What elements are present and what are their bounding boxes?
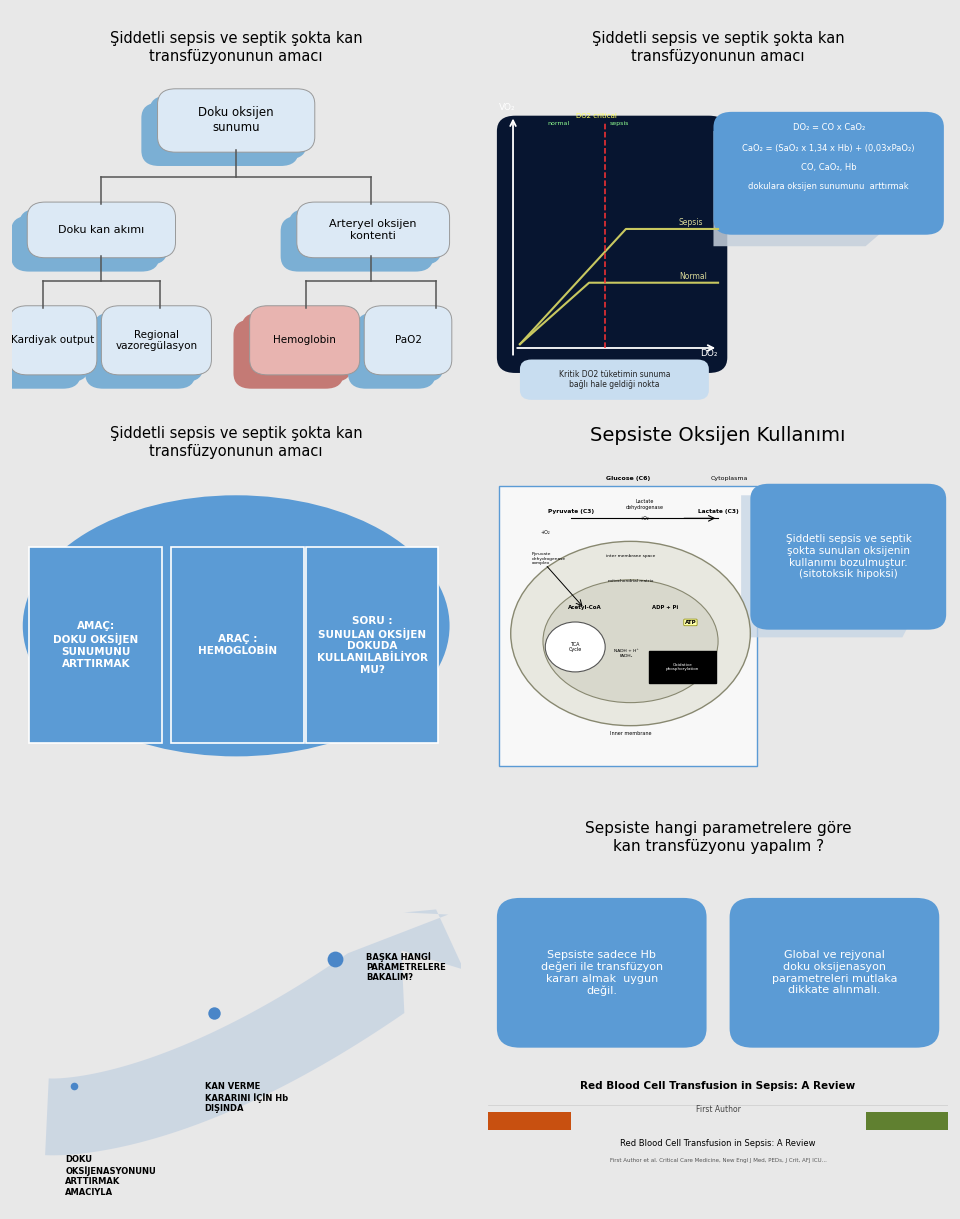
Text: SORU :
SUNULAN OKSİJEN
DOKUDA
KULLANILABİLİYOR
MU?: SORU : SUNULAN OKSİJEN DOKUDA KULLANILAB… xyxy=(317,616,427,674)
FancyBboxPatch shape xyxy=(250,306,360,375)
FancyBboxPatch shape xyxy=(348,319,436,389)
Text: ARAÇ :
HEMOGLOBİN: ARAÇ : HEMOGLOBİN xyxy=(198,634,276,656)
FancyBboxPatch shape xyxy=(10,306,97,375)
Text: Red Blood Cell Transfusion in Sepsis: A Review: Red Blood Cell Transfusion in Sepsis: A … xyxy=(581,1081,855,1091)
Text: Kritik DO2 tüketimin sunuma
bağlı hale geldiği nokta: Kritik DO2 tüketimin sunuma bağlı hale g… xyxy=(559,369,670,389)
FancyBboxPatch shape xyxy=(649,651,716,684)
FancyBboxPatch shape xyxy=(499,485,757,766)
FancyBboxPatch shape xyxy=(30,547,162,742)
Text: Red Blood Cell Transfusion in Sepsis: A Review: Red Blood Cell Transfusion in Sepsis: A … xyxy=(620,1140,816,1148)
FancyBboxPatch shape xyxy=(1,312,88,382)
Text: Şiddetli sepsis ve septik şokta kan
transfüzyonunun amacı: Şiddetli sepsis ve septik şokta kan tran… xyxy=(109,427,363,458)
Text: Cytoplasma: Cytoplasma xyxy=(710,475,748,482)
Text: Doku oksijen
sunumu: Doku oksijen sunumu xyxy=(199,106,274,134)
Text: Kardiyak output: Kardiyak output xyxy=(12,335,95,345)
Text: normal: normal xyxy=(547,121,569,127)
Polygon shape xyxy=(713,130,935,246)
FancyBboxPatch shape xyxy=(364,306,452,375)
FancyBboxPatch shape xyxy=(93,312,204,382)
FancyBboxPatch shape xyxy=(12,216,159,272)
Text: TCA
Cycle: TCA Cycle xyxy=(568,641,582,652)
Point xyxy=(206,1003,222,1023)
Text: Glucose (C6): Glucose (C6) xyxy=(606,475,650,482)
Text: Arteryel oksijen
kontenti: Arteryel oksijen kontenti xyxy=(329,219,417,240)
FancyBboxPatch shape xyxy=(157,89,315,152)
FancyBboxPatch shape xyxy=(0,319,81,389)
Point xyxy=(327,950,343,969)
Text: Şiddetli sepsis ve septik
şokta sunulan oksijenin
kullanımı bozulmuştur.
(sitoto: Şiddetli sepsis ve septik şokta sunulan … xyxy=(785,534,911,579)
Polygon shape xyxy=(45,909,464,1156)
Text: Sepsis: Sepsis xyxy=(679,218,704,227)
Text: Sepsiste hangi parametrelere göre
kan transfüzyonu yapalım ?: Sepsiste hangi parametrelere göre kan tr… xyxy=(585,822,852,853)
FancyBboxPatch shape xyxy=(19,208,167,265)
Text: First Author: First Author xyxy=(696,1104,740,1114)
FancyBboxPatch shape xyxy=(233,319,344,389)
Text: AMAÇ:
DOKU OKSİJEN
SUNUMUNU
ARTTIRMAK: AMAÇ: DOKU OKSİJEN SUNUMUNU ARTTIRMAK xyxy=(53,622,138,669)
Text: Sepsiste sadece Hb
değeri ile transfüzyon
kararı almak  uygun
değil.: Sepsiste sadece Hb değeri ile transfüzyo… xyxy=(540,950,662,996)
Text: Global ve rejyonal
doku oksijenasyon
parametreleri mutlaka
dikkate alınmalı.: Global ve rejyonal doku oksijenasyon par… xyxy=(772,951,898,995)
Text: DO₂: DO₂ xyxy=(701,349,718,357)
Text: Acetyl-CoA: Acetyl-CoA xyxy=(567,605,601,610)
FancyBboxPatch shape xyxy=(141,102,299,166)
Text: NADH + H⁺
FADH₂: NADH + H⁺ FADH₂ xyxy=(613,649,638,657)
FancyBboxPatch shape xyxy=(102,306,211,375)
FancyBboxPatch shape xyxy=(289,208,442,265)
FancyBboxPatch shape xyxy=(280,216,433,272)
FancyBboxPatch shape xyxy=(85,319,195,389)
Text: DO2 critical: DO2 critical xyxy=(576,112,616,118)
Text: CaO₂ = (SaO₂ x 1,34 x Hb) + (0,03xPaO₂): CaO₂ = (SaO₂ x 1,34 x Hb) + (0,03xPaO₂) xyxy=(742,144,915,152)
FancyBboxPatch shape xyxy=(356,312,444,382)
Ellipse shape xyxy=(23,495,449,756)
Text: +O₂: +O₂ xyxy=(639,516,649,522)
FancyBboxPatch shape xyxy=(242,312,351,382)
FancyBboxPatch shape xyxy=(150,96,306,158)
Ellipse shape xyxy=(511,541,751,725)
Text: BAŞKA HANGİ
PARAMETRELERE
BAKALIM?: BAŞKA HANGİ PARAMETRELERE BAKALIM? xyxy=(367,952,446,983)
Text: ADP + Pi: ADP + Pi xyxy=(652,605,678,610)
FancyBboxPatch shape xyxy=(713,112,944,235)
Text: Şiddetli sepsis ve septik şokta kan
transfüzyonunun amacı: Şiddetli sepsis ve septik şokta kan tran… xyxy=(109,32,363,63)
Text: sepsis: sepsis xyxy=(610,121,629,127)
Text: Pyruvate
dehydrogenase
complex: Pyruvate dehydrogenase complex xyxy=(532,552,565,566)
Text: dokulara oksijen sunumunu  arttırmak: dokulara oksijen sunumunu arttırmak xyxy=(749,182,909,191)
Polygon shape xyxy=(741,495,939,638)
FancyBboxPatch shape xyxy=(297,202,449,257)
FancyBboxPatch shape xyxy=(488,1112,570,1130)
Text: Sepsiste Oksijen Kullanımı: Sepsiste Oksijen Kullanımı xyxy=(590,427,846,445)
FancyBboxPatch shape xyxy=(866,1112,948,1130)
Text: DOKU
OKSİJENASYONUNU
ARTTIRMAK
AMACIYLA: DOKU OKSİJENASYONUNU ARTTIRMAK AMACIYLA xyxy=(65,1156,156,1197)
FancyBboxPatch shape xyxy=(497,116,728,373)
Text: Oxidative
phosphorylation: Oxidative phosphorylation xyxy=(665,663,699,672)
FancyBboxPatch shape xyxy=(306,547,439,742)
FancyBboxPatch shape xyxy=(171,547,303,742)
Text: Normal: Normal xyxy=(679,272,707,280)
Text: Regional
vazoregülasyon: Regional vazoregülasyon xyxy=(115,329,198,351)
Text: Hemoglobin: Hemoglobin xyxy=(274,335,336,345)
Text: Lactate (C3): Lactate (C3) xyxy=(698,508,738,513)
Ellipse shape xyxy=(543,580,718,702)
Text: inter membrane space: inter membrane space xyxy=(606,553,656,558)
Text: +O₂: +O₂ xyxy=(540,530,550,535)
FancyBboxPatch shape xyxy=(27,202,176,257)
Text: Lactate
dehydrogenase: Lactate dehydrogenase xyxy=(625,499,663,510)
Text: PaO2: PaO2 xyxy=(395,335,421,345)
Text: DO₂ = CO x CaO₂: DO₂ = CO x CaO₂ xyxy=(793,123,865,132)
FancyBboxPatch shape xyxy=(751,484,947,630)
Text: CO, CaO₂, Hb: CO, CaO₂, Hb xyxy=(801,163,856,172)
Text: VO₂: VO₂ xyxy=(499,102,516,112)
Text: Doku kan akımı: Doku kan akımı xyxy=(59,226,145,235)
Point xyxy=(67,1076,83,1096)
Text: Pyruvate (C3): Pyruvate (C3) xyxy=(547,508,593,513)
Text: ATP: ATP xyxy=(684,620,696,625)
Text: Şiddetli sepsis ve septik şokta kan
transfüzyonunun amacı: Şiddetli sepsis ve septik şokta kan tran… xyxy=(591,32,845,63)
FancyBboxPatch shape xyxy=(520,360,708,400)
Text: KAN VERME
KARARINI İÇİN Hb
DIŞINDA: KAN VERME KARARINI İÇİN Hb DIŞINDA xyxy=(204,1082,288,1113)
Text: First Author et al. Critical Care Medicine, New Engl J Med, PEDs, J Crit, AFJ IC: First Author et al. Critical Care Medici… xyxy=(610,1158,827,1163)
FancyBboxPatch shape xyxy=(497,898,707,1047)
Text: mitochondrial matrix: mitochondrial matrix xyxy=(608,579,653,583)
FancyBboxPatch shape xyxy=(730,898,939,1047)
Text: Inner membrane: Inner membrane xyxy=(610,731,651,736)
Circle shape xyxy=(545,622,605,672)
